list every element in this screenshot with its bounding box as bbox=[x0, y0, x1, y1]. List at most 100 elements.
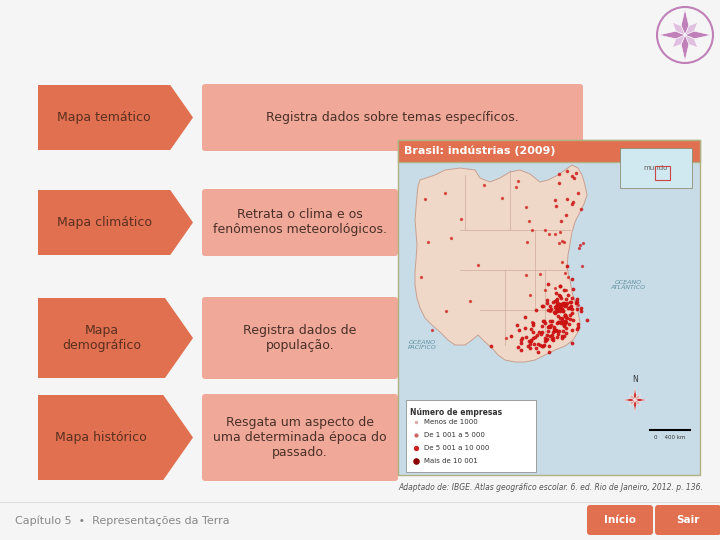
Point bbox=[526, 325, 537, 334]
Point bbox=[556, 302, 567, 310]
Point bbox=[557, 307, 569, 315]
Polygon shape bbox=[629, 400, 635, 406]
Point bbox=[556, 305, 567, 314]
Point bbox=[513, 343, 524, 352]
FancyBboxPatch shape bbox=[202, 394, 398, 481]
Point bbox=[544, 306, 556, 314]
Point bbox=[539, 319, 551, 327]
Point bbox=[516, 336, 527, 345]
Point bbox=[558, 331, 570, 340]
Point bbox=[550, 202, 562, 211]
Point bbox=[534, 269, 546, 278]
Point bbox=[535, 329, 546, 338]
Point bbox=[522, 342, 534, 350]
Text: mundo: mundo bbox=[644, 165, 668, 171]
Point bbox=[564, 310, 576, 319]
Point bbox=[559, 317, 571, 326]
Point bbox=[531, 330, 543, 339]
Text: Mapa
demográfico: Mapa demográfico bbox=[62, 324, 141, 352]
Point bbox=[552, 298, 563, 307]
Point bbox=[516, 346, 527, 354]
Point bbox=[570, 168, 582, 177]
FancyBboxPatch shape bbox=[406, 400, 536, 472]
Point bbox=[552, 319, 563, 328]
Text: 0    400 km: 0 400 km bbox=[654, 435, 685, 440]
Polygon shape bbox=[685, 22, 698, 35]
Point bbox=[527, 226, 539, 234]
Point bbox=[523, 337, 535, 346]
Point bbox=[544, 342, 555, 350]
Point bbox=[554, 303, 566, 312]
Point bbox=[542, 322, 554, 331]
Polygon shape bbox=[635, 400, 641, 406]
Text: De 5 001 a 10 000: De 5 001 a 10 000 bbox=[424, 445, 490, 451]
Point bbox=[559, 268, 570, 277]
Point bbox=[533, 339, 544, 348]
Point bbox=[539, 317, 550, 326]
Point bbox=[520, 271, 531, 280]
Point bbox=[505, 332, 516, 340]
Point bbox=[567, 285, 578, 294]
FancyBboxPatch shape bbox=[398, 140, 700, 162]
Point bbox=[536, 302, 548, 310]
Point bbox=[557, 237, 568, 245]
Point bbox=[566, 326, 577, 334]
Point bbox=[560, 323, 572, 332]
Point bbox=[558, 321, 570, 329]
Point bbox=[552, 307, 563, 315]
Text: Adaptado de: IBGE. Atlas geográfico escolar. 6. ed. Rio de Janeiro, 2012. p. 136: Adaptado de: IBGE. Atlas geográfico esco… bbox=[398, 483, 703, 492]
Point bbox=[438, 189, 450, 198]
Text: N: N bbox=[632, 375, 638, 384]
Point bbox=[565, 301, 577, 310]
Polygon shape bbox=[681, 9, 689, 35]
Point bbox=[572, 300, 583, 309]
Point bbox=[551, 301, 562, 310]
Polygon shape bbox=[38, 395, 193, 480]
Point bbox=[547, 328, 559, 336]
Point bbox=[550, 326, 562, 334]
Point bbox=[558, 285, 570, 294]
Point bbox=[566, 339, 577, 347]
Point bbox=[566, 275, 577, 284]
Point bbox=[456, 214, 467, 223]
Point bbox=[552, 300, 563, 309]
Point bbox=[549, 230, 561, 239]
Point bbox=[539, 334, 551, 342]
Point bbox=[541, 299, 553, 307]
Point bbox=[415, 273, 427, 282]
Point bbox=[559, 320, 570, 329]
Point bbox=[557, 298, 569, 307]
Point bbox=[552, 326, 563, 335]
Point bbox=[564, 298, 575, 306]
Point bbox=[558, 300, 570, 308]
Polygon shape bbox=[634, 400, 636, 412]
Text: Mapa climático: Mapa climático bbox=[57, 216, 152, 229]
Point bbox=[478, 181, 490, 190]
Point bbox=[556, 300, 567, 308]
Polygon shape bbox=[38, 298, 193, 378]
Point bbox=[536, 327, 548, 336]
Point bbox=[559, 310, 571, 319]
Point bbox=[559, 300, 571, 309]
Point bbox=[561, 328, 572, 337]
Point bbox=[550, 326, 562, 334]
Point bbox=[553, 300, 564, 308]
Point bbox=[537, 302, 549, 310]
Text: Capítulo 5  •  Representações da Terra: Capítulo 5 • Representações da Terra bbox=[15, 516, 230, 526]
Point bbox=[547, 298, 559, 307]
Point bbox=[559, 311, 571, 320]
Text: Registra dados de
população.: Registra dados de população. bbox=[243, 324, 356, 352]
Point bbox=[557, 318, 569, 327]
Point bbox=[553, 300, 564, 308]
Point bbox=[559, 310, 570, 319]
Point bbox=[553, 327, 564, 335]
Point bbox=[560, 285, 572, 294]
Point bbox=[550, 301, 562, 310]
FancyBboxPatch shape bbox=[202, 84, 583, 151]
Point bbox=[549, 308, 561, 317]
Point bbox=[563, 291, 575, 300]
Point bbox=[556, 305, 567, 314]
Point bbox=[545, 322, 557, 331]
Point bbox=[516, 334, 528, 342]
Point bbox=[574, 241, 585, 249]
